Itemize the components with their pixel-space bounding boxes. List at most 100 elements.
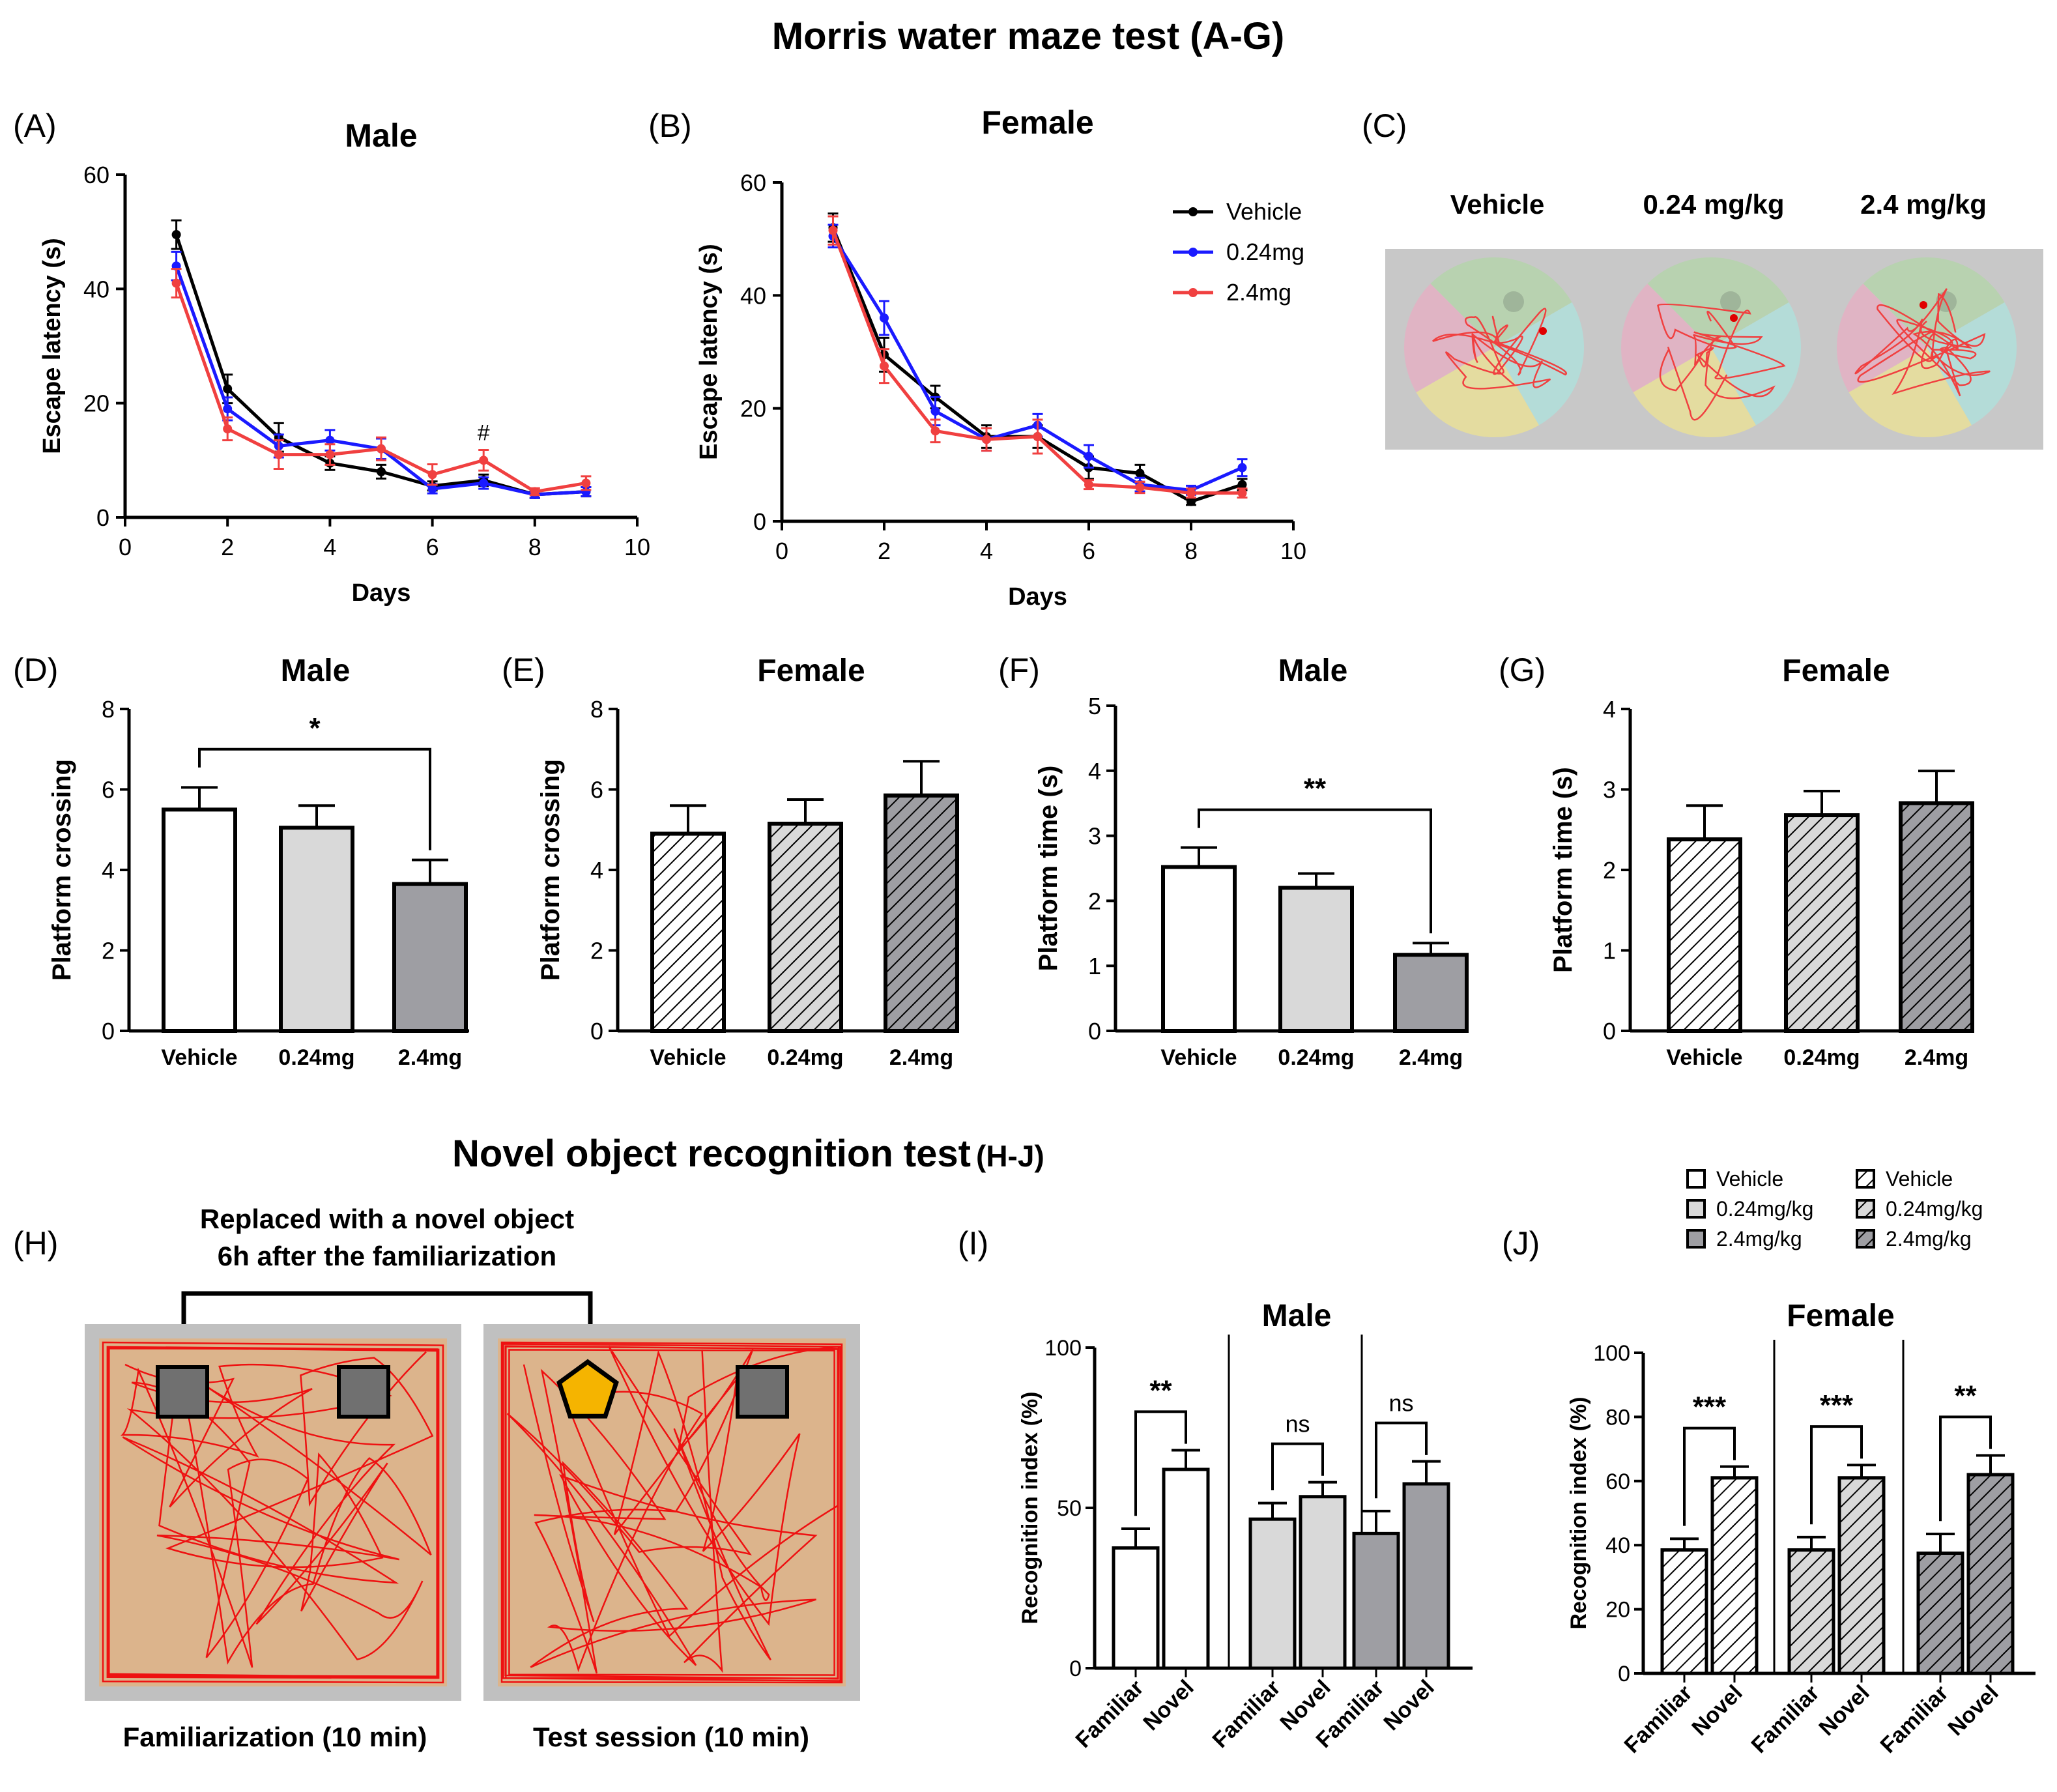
data-point bbox=[982, 435, 991, 444]
data-point bbox=[1084, 452, 1093, 461]
x-tick-label: 8 bbox=[1185, 538, 1198, 564]
panel-j-letter: (J) bbox=[1502, 1225, 1540, 1262]
significance-bracket bbox=[1939, 1415, 1992, 1522]
x-tick-label: 2.4mg bbox=[398, 1045, 462, 1070]
data-point bbox=[479, 455, 489, 465]
panel-d-letter: (D) bbox=[13, 652, 58, 688]
chart-title: Male bbox=[345, 117, 417, 154]
series-2-4mg bbox=[171, 268, 592, 497]
panel-h-letter: (H) bbox=[13, 1225, 58, 1262]
x-tick-label: 8 bbox=[528, 534, 541, 560]
bar-vehicle bbox=[1161, 865, 1237, 1033]
bar-vehicle bbox=[162, 807, 237, 1033]
legend-label: 2.4mg/kg bbox=[1886, 1227, 1972, 1250]
bar-hatch bbox=[1784, 813, 1860, 1033]
y-tick-label: 60 bbox=[740, 169, 766, 196]
y-tick-label: 60 bbox=[1605, 1469, 1630, 1494]
legend-swatch-hatch bbox=[1856, 1229, 1875, 1249]
x-tick-label: Novel bbox=[1943, 1681, 2003, 1741]
panel-a-letter: (A) bbox=[13, 108, 57, 144]
panel-a-escape-latency-male: (A) Male Days Escape latency (s) 0 2 4 6 8 10 0 20 4… bbox=[13, 108, 650, 607]
bar-novel bbox=[1402, 1482, 1450, 1670]
data-point bbox=[880, 313, 889, 323]
data-point bbox=[1187, 488, 1196, 498]
y-tick-label: 4 bbox=[590, 857, 603, 884]
significance-bracket bbox=[1271, 1442, 1324, 1490]
data-point bbox=[1084, 480, 1093, 489]
x-tick-label: Vehicle bbox=[1666, 1045, 1742, 1070]
significance-label: ** bbox=[1304, 773, 1327, 805]
y-tick-label: 0 bbox=[1088, 1018, 1101, 1045]
x-tick-label: 6 bbox=[426, 534, 439, 560]
x-axis-label: Days bbox=[352, 579, 411, 607]
legend-label: Vehicle bbox=[1886, 1167, 1953, 1191]
panel-b-letter: (B) bbox=[648, 108, 692, 144]
x-tick-label: Familiar bbox=[1620, 1681, 1697, 1758]
x-tick-label: 0.24mg bbox=[767, 1045, 843, 1070]
data-point bbox=[581, 478, 591, 488]
significance-label: *** bbox=[1820, 1389, 1854, 1421]
y-tick-label: 100 bbox=[1593, 1341, 1630, 1366]
legend-label: Vehicle bbox=[1716, 1167, 1783, 1191]
bar-2-4mg bbox=[392, 882, 468, 1033]
legend-marker bbox=[1188, 288, 1198, 297]
legend-marker bbox=[1188, 248, 1198, 257]
y-tick-label: 0 bbox=[753, 508, 766, 535]
data-point bbox=[1135, 469, 1145, 478]
data-point bbox=[1237, 463, 1247, 472]
end-point bbox=[1539, 327, 1547, 335]
data-point bbox=[223, 404, 233, 414]
data-point bbox=[171, 278, 181, 288]
pool-quadrant bbox=[1404, 283, 1494, 392]
y-tick-label: 2 bbox=[102, 938, 115, 964]
bar-hatch bbox=[1787, 1548, 1835, 1675]
data-point bbox=[325, 435, 335, 445]
arena-floor bbox=[99, 1338, 447, 1686]
bar-hatch bbox=[1966, 1473, 2015, 1675]
bar-2-4mg bbox=[1393, 953, 1469, 1033]
arena-test bbox=[483, 1324, 860, 1701]
legend-swatch-hatch bbox=[1856, 1169, 1875, 1189]
chart-title: Female bbox=[1782, 654, 1890, 688]
swim-path bbox=[1854, 288, 1991, 397]
y-axis-label: Recognition index (%) bbox=[1018, 1392, 1043, 1625]
significance-label: ** bbox=[1149, 1374, 1172, 1406]
y-tick-label: 0 bbox=[1618, 1662, 1630, 1686]
significance-bracket bbox=[1198, 808, 1432, 934]
x-tick-label: Novel bbox=[1814, 1681, 1874, 1741]
legend-label: 0.24mg bbox=[1226, 238, 1304, 265]
x-tick-label: Novel bbox=[1687, 1681, 1747, 1741]
x-tick-label: 4 bbox=[323, 534, 336, 560]
pool-quadrant bbox=[1848, 347, 1972, 437]
pool-quadrant bbox=[1837, 283, 1927, 392]
panel-c-swim-paths: (C) Vehicle 0.24 mg/kg 2.4 mg/kg bbox=[1362, 108, 2043, 450]
legend-swatch bbox=[1686, 1229, 1706, 1249]
chart-title: Female bbox=[757, 654, 865, 688]
y-axis-label: Platform time (s) bbox=[1034, 766, 1063, 972]
significance-bracket bbox=[1134, 1410, 1187, 1516]
y-tick-label: 4 bbox=[102, 857, 115, 884]
chart-title: Female bbox=[1787, 1299, 1894, 1333]
x-tick-label: 0.24mg bbox=[1783, 1045, 1860, 1070]
annotation-hash: # bbox=[478, 421, 490, 446]
y-tick-label: 2 bbox=[1088, 888, 1101, 914]
data-point bbox=[828, 225, 838, 235]
data-point bbox=[930, 407, 940, 416]
x-tick-label: Vehicle bbox=[650, 1045, 726, 1070]
x-axis-label: Days bbox=[1008, 583, 1067, 611]
panel-c-label-vehicle: Vehicle bbox=[1450, 189, 1545, 220]
bar-hatch bbox=[650, 831, 726, 1033]
series-2-4mg bbox=[827, 215, 1248, 499]
y-tick-label: 2 bbox=[1603, 857, 1616, 884]
object-square-left bbox=[156, 1365, 209, 1419]
legend-label: 2.4mg bbox=[1226, 279, 1291, 306]
y-tick-label: 40 bbox=[740, 282, 766, 309]
panel-g-platform-time-female: (G) Female Platform time (s) 0 1 2 3 4 Vehicle 0.… bbox=[1499, 652, 1974, 1070]
data-point bbox=[880, 361, 889, 371]
panel-h-arena-tracks: (H) Replaced with a novel object 6h afte… bbox=[13, 1204, 860, 1752]
x-tick-label: 4 bbox=[980, 538, 993, 564]
data-point bbox=[377, 467, 386, 476]
exploration-track bbox=[500, 1341, 843, 1684]
bar-familiar bbox=[1352, 1531, 1400, 1670]
